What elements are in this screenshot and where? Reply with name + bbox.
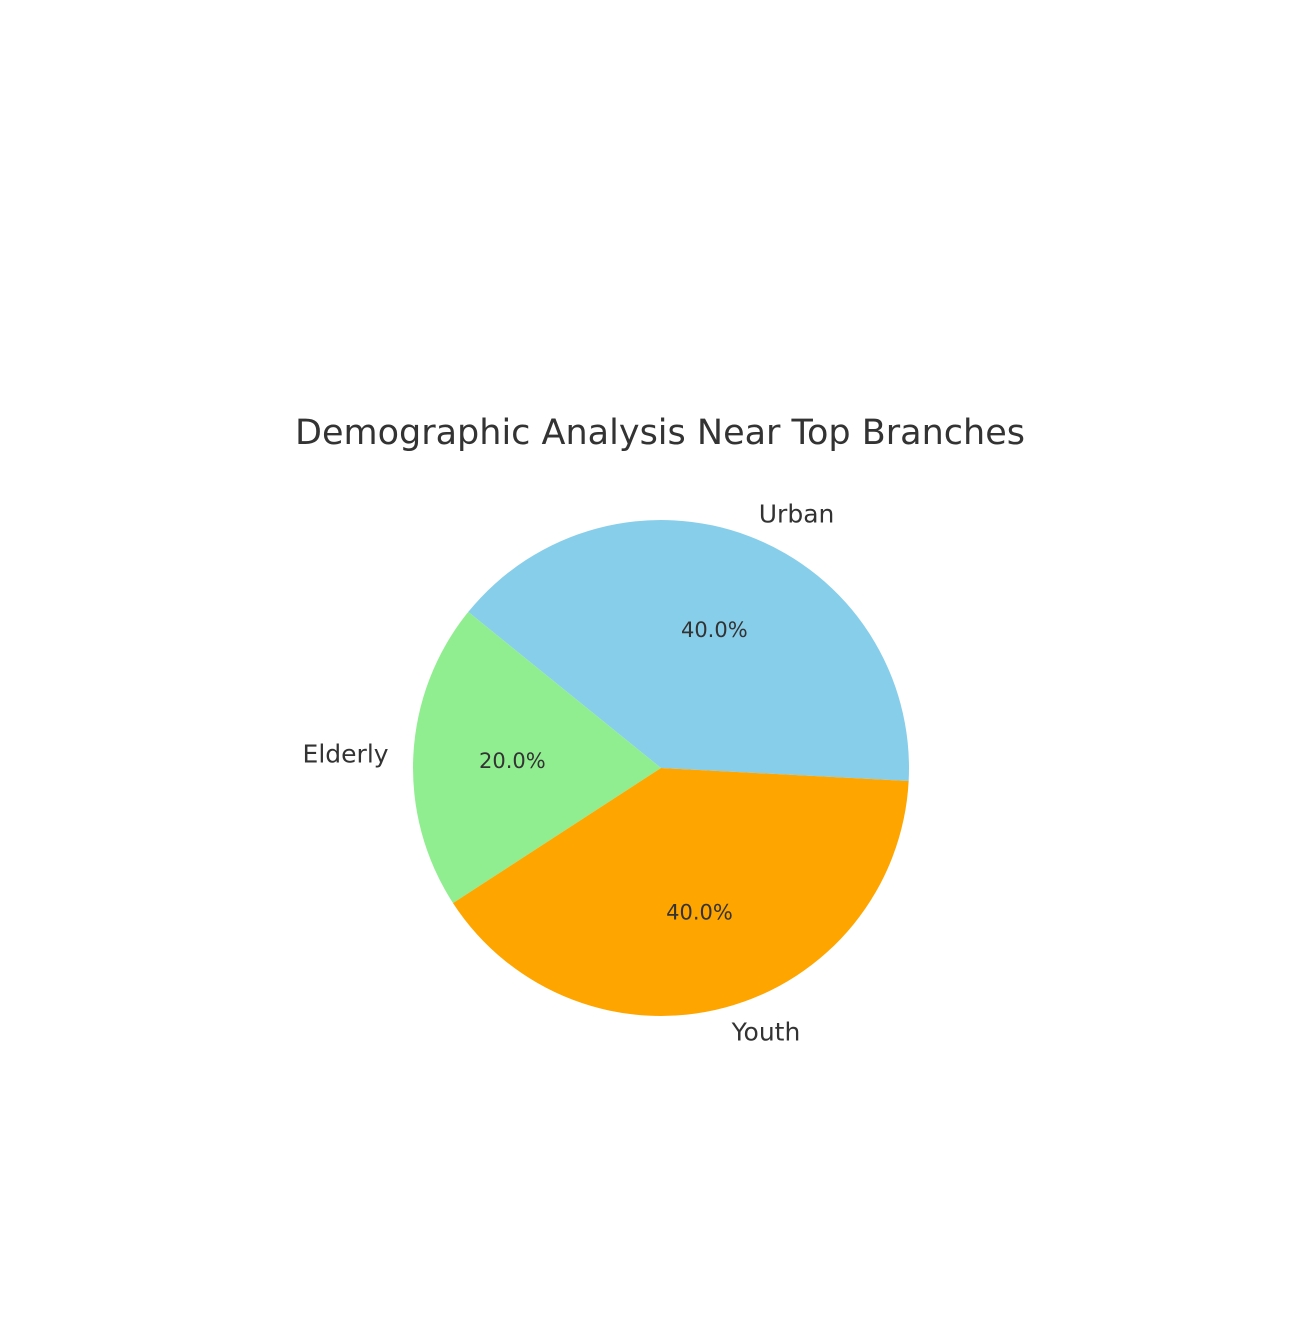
slice-label-youth: Youth: [731, 1018, 801, 1047]
percent-label-elderly: 20.0%: [479, 749, 546, 773]
slice-label-elderly: Elderly: [303, 740, 389, 769]
pie-slice-urban: [468, 520, 909, 781]
slice-label-urban: Urban: [759, 499, 835, 528]
pie-slice-youth: [453, 768, 909, 1016]
chart-title: Demographic Analysis Near Top Branches: [295, 413, 1025, 453]
percent-label-urban: 40.0%: [681, 618, 748, 642]
percent-label-youth: 40.0%: [666, 901, 733, 925]
pie-slice-elderly: [412, 611, 661, 904]
pie-slices: [412, 520, 909, 1016]
pie-labels: Urban 40.0% Elderly 20.0% Youth 40.0%: [303, 499, 835, 1046]
